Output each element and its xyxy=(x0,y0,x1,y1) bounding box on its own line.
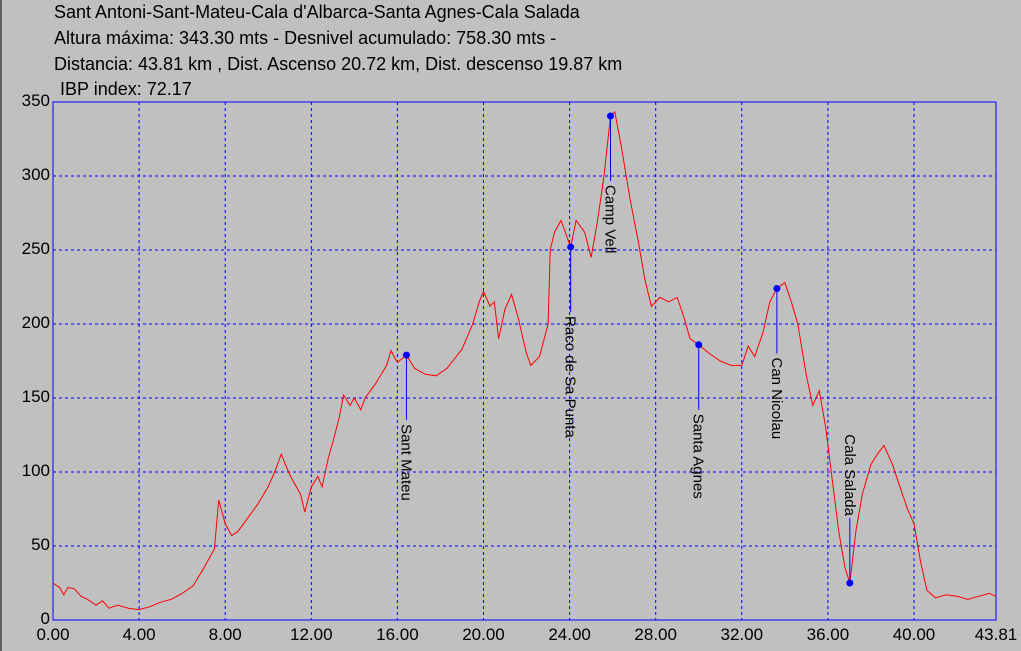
waypoint-marker xyxy=(606,112,614,120)
x-tick-label: 28.00 xyxy=(634,625,677,644)
title-line: Altura máxima: 343.30 mts - Desnivel acu… xyxy=(54,28,556,48)
x-tick-label: 12.00 xyxy=(290,625,333,644)
x-tick-label: 0.00 xyxy=(36,625,69,644)
plot-border xyxy=(52,101,997,621)
y-tick-label: 300 xyxy=(22,165,50,184)
waypoint-label: Can Nicolau xyxy=(768,357,785,439)
y-tick-label: 200 xyxy=(22,313,50,332)
waypoint-label: Santa Agnes xyxy=(690,414,707,499)
x-tick-label: 43.81 xyxy=(975,625,1018,644)
waypoint-marker xyxy=(773,284,781,292)
waypoint-label: Raco de Sa Punta xyxy=(562,316,579,438)
x-tick-label: 36.00 xyxy=(807,625,850,644)
x-tick-label: 40.00 xyxy=(893,625,936,644)
y-tick-label: 250 xyxy=(22,239,50,258)
waypoint-label: Camp Vell xyxy=(601,185,618,253)
y-tick-label: 350 xyxy=(22,91,50,110)
x-tick-label: 16.00 xyxy=(376,625,419,644)
waypoint-label: Cala Salada xyxy=(841,434,858,516)
waypoint-marker xyxy=(567,243,575,251)
y-tick-label: 150 xyxy=(22,387,50,406)
x-tick-label: 20.00 xyxy=(462,625,505,644)
y-tick-label: 0 xyxy=(41,609,50,628)
x-tick-label: 4.00 xyxy=(123,625,156,644)
x-tick-label: 8.00 xyxy=(209,625,242,644)
x-tick-label: 24.00 xyxy=(548,625,591,644)
elevation-line xyxy=(52,110,997,611)
title-line: Sant Antoni-Sant-Mateu-Cala d'Albarca-Sa… xyxy=(54,2,581,22)
y-tick-label: 100 xyxy=(22,461,50,480)
title-line: IBP index: 72.17 xyxy=(60,79,192,99)
waypoint-marker xyxy=(846,579,854,587)
waypoint-marker xyxy=(402,351,410,359)
x-tick-label: 32.00 xyxy=(721,625,764,644)
y-tick-label: 50 xyxy=(31,535,50,554)
waypoint-marker xyxy=(695,341,703,349)
waypoint-label: Sant Mateu xyxy=(397,424,414,501)
title-line: Distancia: 43.81 km , Dist. Ascenso 20.7… xyxy=(54,54,622,74)
